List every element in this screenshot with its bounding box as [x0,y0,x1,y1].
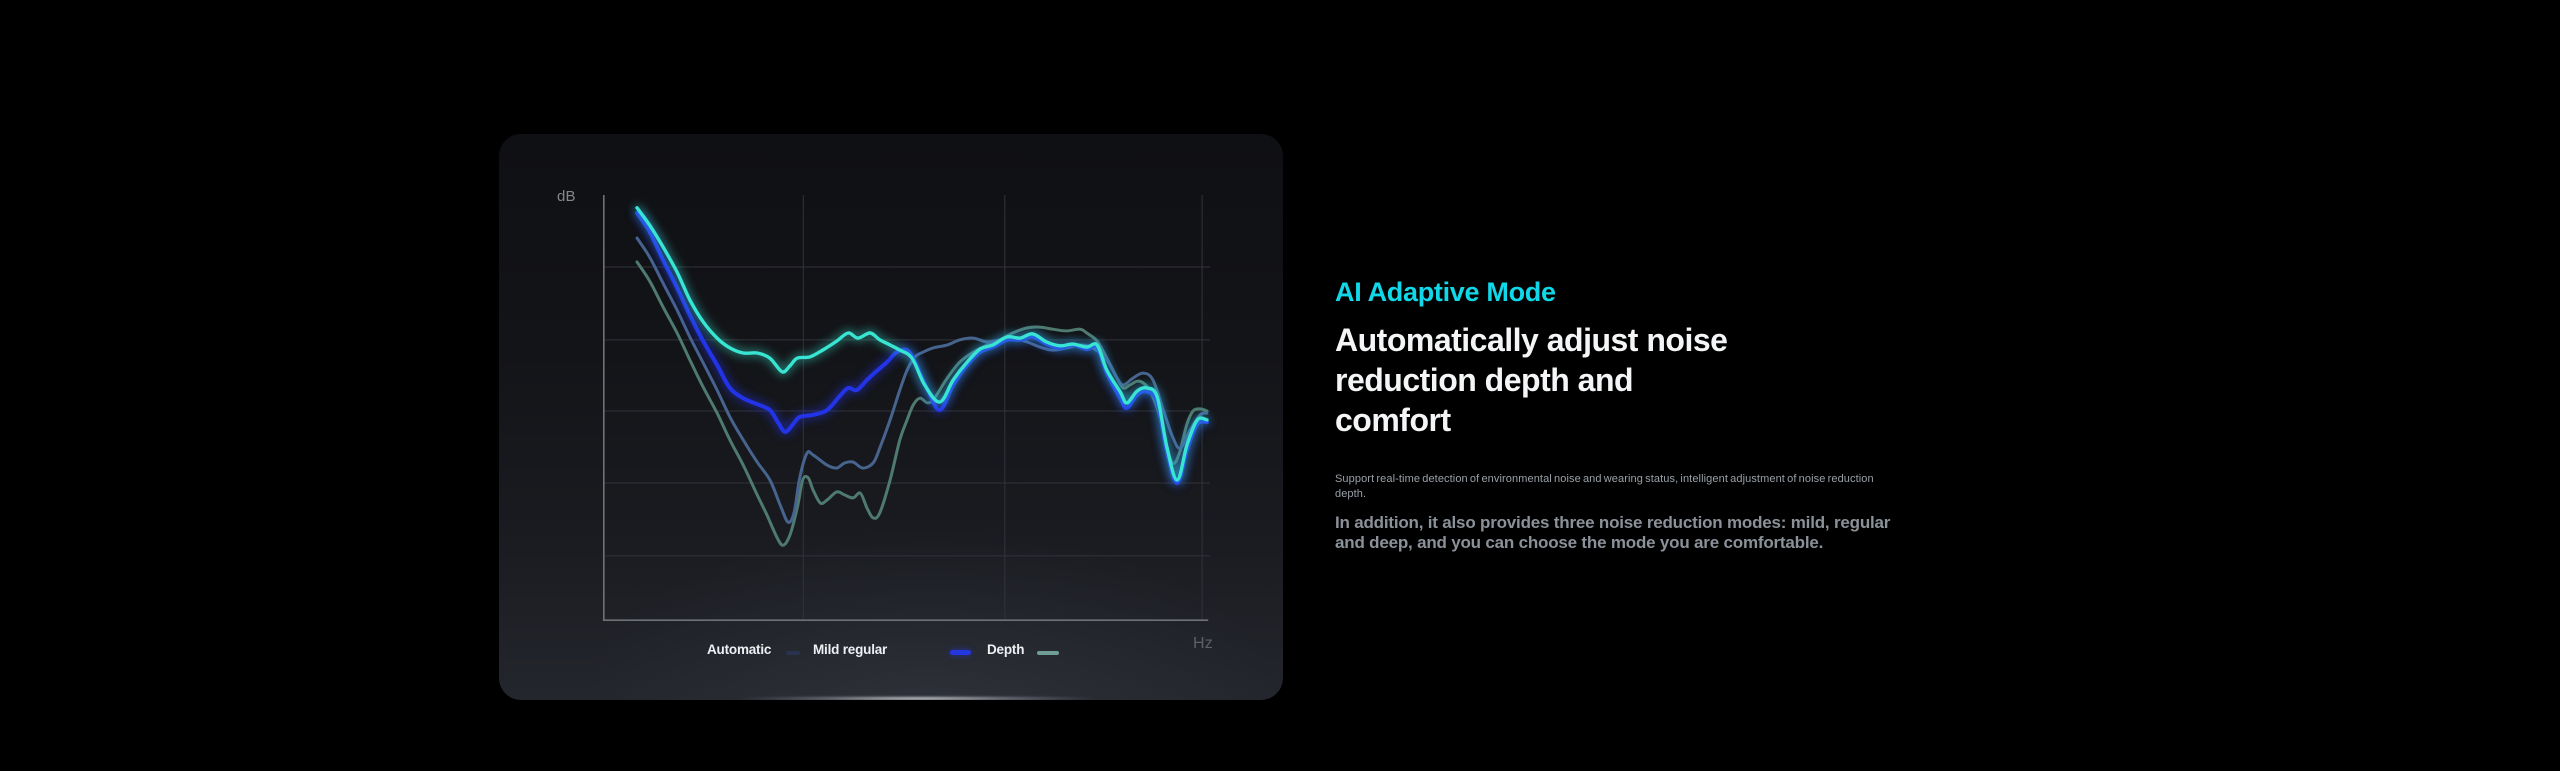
noise-chart-panel: dB Hz Automatic Mild regular Depth [499,134,1283,700]
y-axis-label: dB [557,188,576,205]
legend-label-mild-regular: Mild regular [813,642,888,657]
legend-label-depth: Depth [987,642,1025,657]
curve-bright-cyan [635,206,1209,482]
heading-line-2: reduction depth and [1335,362,1634,398]
description-small-line-2: depth. [1335,488,1367,500]
section-description-small: Support real-time detection of environme… [1335,472,2015,502]
x-axis-label: Hz [1193,635,1213,652]
legend-swatch-mild-regular [950,650,971,655]
curve-sage-teal [635,260,1209,547]
legend-label-automatic: Automatic [707,642,772,657]
heading-line-3: comfort [1335,402,1451,438]
curve-steel-blue [635,236,1209,524]
legend-swatch-depth [1037,651,1059,655]
heading-line-1: Automatically adjust noise [1335,322,1728,358]
description-body-line-2: and deep, and you can choose the mode yo… [1335,533,1824,552]
copy-block: AI Adaptive Mode Automatically adjust no… [1335,276,2015,553]
section-heading: Automatically adjust noise reduction dept… [1335,320,2015,440]
description-small-line-1: Support real-time detection of environme… [1335,473,1874,485]
legend-swatch-automatic [786,651,800,655]
curve-bright-blue [635,210,1209,485]
panel-bottom-glow [734,696,1103,700]
description-body-line-1: In addition, it also provides three nois… [1335,513,1891,532]
section-description-body: In addition, it also provides three nois… [1335,513,2015,553]
noise-reduction-line-chart [603,195,1210,622]
section-eyebrow-title: AI Adaptive Mode [1335,277,1556,307]
